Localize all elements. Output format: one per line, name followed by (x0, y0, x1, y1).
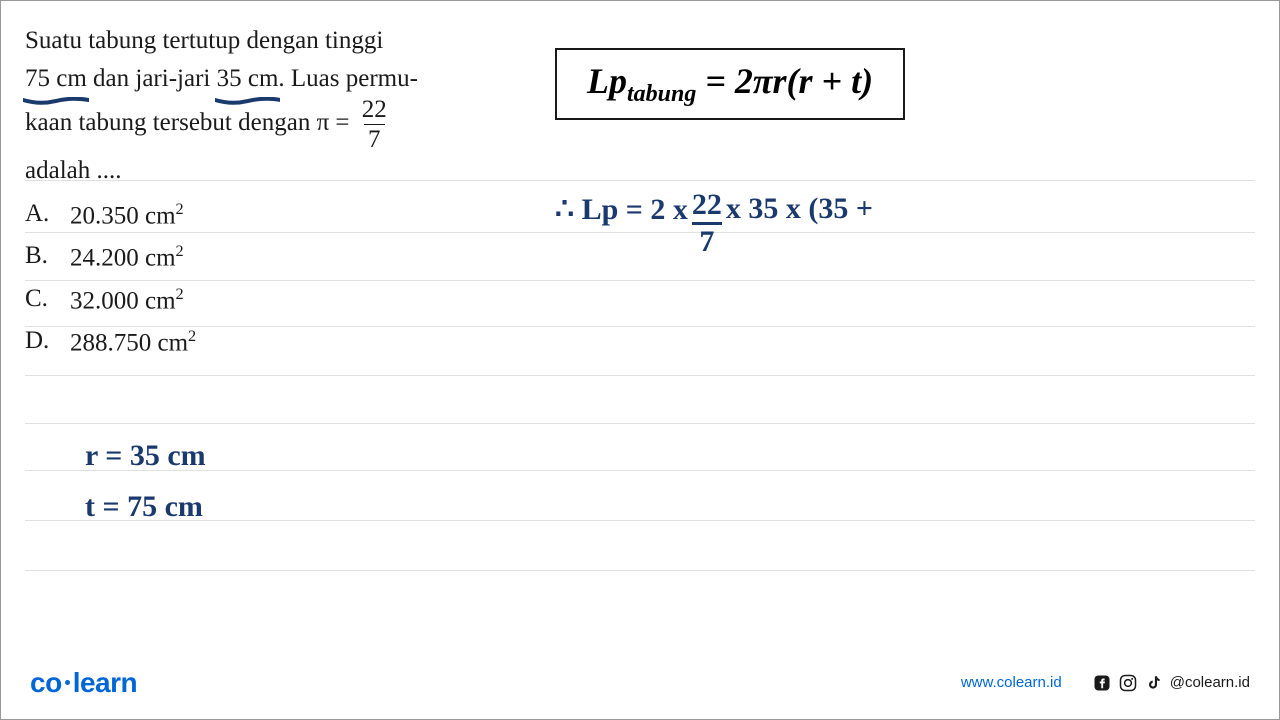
q-line1: Suatu tabung tertutup dengan tinggi (25, 27, 383, 54)
handwritten-given: r = 35 cm t = 75 cm (85, 430, 206, 532)
logo-dot (65, 680, 70, 685)
q-underline-1: 75 cm (25, 60, 87, 98)
option-letter: C. (25, 285, 70, 315)
website-url: www.colearn.id (961, 674, 1062, 691)
given-t: t = 75 cm (85, 481, 206, 532)
option-letter: D. (25, 327, 70, 357)
option-c: C. 32.000 cm2 (25, 285, 196, 315)
option-value: 24.200 cm2 (70, 242, 184, 272)
social-handle: @colearn.id (1092, 673, 1250, 693)
pi-fraction: 22 7 (358, 97, 391, 152)
handwritten-calculation: ∴ Lp = 2 x 22 7 x 35 x (35 + (555, 188, 873, 255)
question-text: Suatu tabung tertutup dengan tinggi 75 c… (25, 22, 465, 190)
q-mid1: dan jari-jari (87, 65, 217, 92)
q-underline-2: 35 cm (217, 60, 279, 98)
option-value: 20.350 cm2 (70, 200, 184, 230)
option-a: A. 20.350 cm2 (25, 200, 196, 230)
brand-logo: colearn (30, 667, 137, 699)
formula-box: Lptabung = 2πr(r + t) (555, 48, 905, 120)
q-line3: kaan tabung tersebut dengan π = (25, 109, 356, 136)
formula-sub: tabung (627, 81, 696, 107)
facebook-icon (1092, 673, 1112, 693)
footer-right: www.colearn.id @colearn.id (961, 673, 1250, 693)
option-value: 32.000 cm2 (70, 285, 184, 315)
option-letter: A. (25, 200, 70, 230)
option-d: D. 288.750 cm2 (25, 327, 196, 357)
option-b: B. 24.200 cm2 (25, 242, 196, 272)
calc-fraction: 22 7 (692, 190, 722, 257)
social-handle-text: @colearn.id (1170, 674, 1250, 691)
option-value: 288.750 cm2 (70, 327, 196, 357)
option-letter: B. (25, 242, 70, 272)
page: Suatu tabung tertutup dengan tinggi 75 c… (0, 0, 1280, 720)
given-r: r = 35 cm (85, 430, 206, 481)
formula-eq: = 2πr(r + t) (705, 61, 873, 101)
answer-options: A. 20.350 cm2 B. 24.200 cm2 C. 32.000 cm… (25, 200, 196, 369)
tiktok-icon (1144, 673, 1164, 693)
q-line4: adalah .... (25, 157, 121, 184)
calc-prefix: ∴ Lp = 2 x (555, 188, 688, 227)
footer: colearn www.colearn.id @colearn.id (0, 645, 1280, 720)
formula-lp: Lp (587, 61, 627, 101)
calc-mid: x 35 x (35 + (726, 188, 873, 226)
q-mid2: . Luas permu- (278, 65, 418, 92)
instagram-icon (1118, 673, 1138, 693)
